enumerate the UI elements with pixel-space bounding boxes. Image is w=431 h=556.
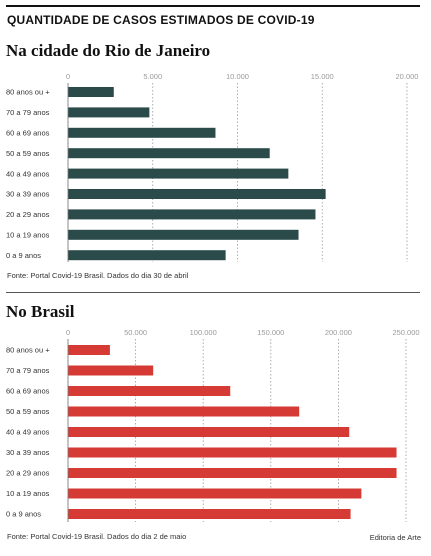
x-tick-label: 0 <box>66 72 70 81</box>
section-title-rio: Na cidade do Rio de Janeiro <box>6 41 211 60</box>
category-label: 40 a 49 anos <box>6 169 50 178</box>
category-label: 20 a 29 anos <box>6 469 50 478</box>
bar <box>68 107 150 118</box>
bar <box>68 386 231 396</box>
x-tick-label: 200.000 <box>325 328 352 337</box>
bar <box>68 87 114 97</box>
bar <box>68 229 299 240</box>
credit-label: Editoria de Arte <box>369 533 421 542</box>
bar <box>68 365 154 376</box>
main-title: QUANTIDADE DE CASOS ESTIMADOS DE COVID-1… <box>7 13 315 27</box>
x-tick-label: 20.000 <box>396 72 419 81</box>
source-note-rio: Fonte: Portal Covid-19 Brasil. Dados do … <box>7 271 189 280</box>
category-label: 20 a 29 anos <box>6 210 50 219</box>
category-label: 50 a 59 anos <box>6 407 50 416</box>
x-tick-label: 5.000 <box>143 72 162 81</box>
category-label: 30 a 39 anos <box>6 448 50 457</box>
category-label: 70 a 79 anos <box>6 108 50 117</box>
category-label: 0 a 9 anos <box>6 251 41 260</box>
bar <box>68 406 300 417</box>
category-label: 0 a 9 anos <box>6 510 41 519</box>
x-tick-label: 10.000 <box>226 72 249 81</box>
bar <box>68 427 350 437</box>
category-label: 40 a 49 anos <box>6 428 50 437</box>
category-label: 50 a 59 anos <box>6 149 50 158</box>
source-note-brasil: Fonte: Portal Covid-19 Brasil. Dados do … <box>7 532 187 541</box>
bar <box>68 468 397 478</box>
category-label: 70 a 79 anos <box>6 366 50 375</box>
category-label: 80 anos ou + <box>6 346 50 355</box>
bar <box>68 127 216 138</box>
bar <box>68 345 110 355</box>
x-tick-label: 250.000 <box>392 328 419 337</box>
category-label: 60 a 69 anos <box>6 129 50 138</box>
bar <box>68 189 326 199</box>
section-title-brasil: No Brasil <box>6 302 75 321</box>
section-divider <box>6 292 420 293</box>
bar <box>68 447 397 458</box>
chart-rio: 0 5.000 10.000 15.000 20.000 80 anos ou + 70 a… <box>6 72 419 262</box>
bar <box>68 148 270 159</box>
category-label: 10 a 19 anos <box>6 231 50 240</box>
category-label: 30 a 39 anos <box>6 190 50 199</box>
category-label: 80 anos ou + <box>6 88 50 97</box>
x-tick-label: 150.000 <box>257 328 284 337</box>
category-label: 10 a 19 anos <box>6 489 50 498</box>
top-rule <box>6 5 420 7</box>
category-label: 60 a 69 anos <box>6 387 50 396</box>
bar <box>68 250 226 261</box>
x-tick-label: 50.000 <box>124 328 147 337</box>
bar <box>68 209 316 220</box>
x-tick-label: 0 <box>66 328 70 337</box>
bar <box>68 509 351 519</box>
bar <box>68 168 289 179</box>
x-tick-label: 15.000 <box>311 72 334 81</box>
x-tick-label: 100.000 <box>190 328 217 337</box>
bar <box>68 488 362 499</box>
